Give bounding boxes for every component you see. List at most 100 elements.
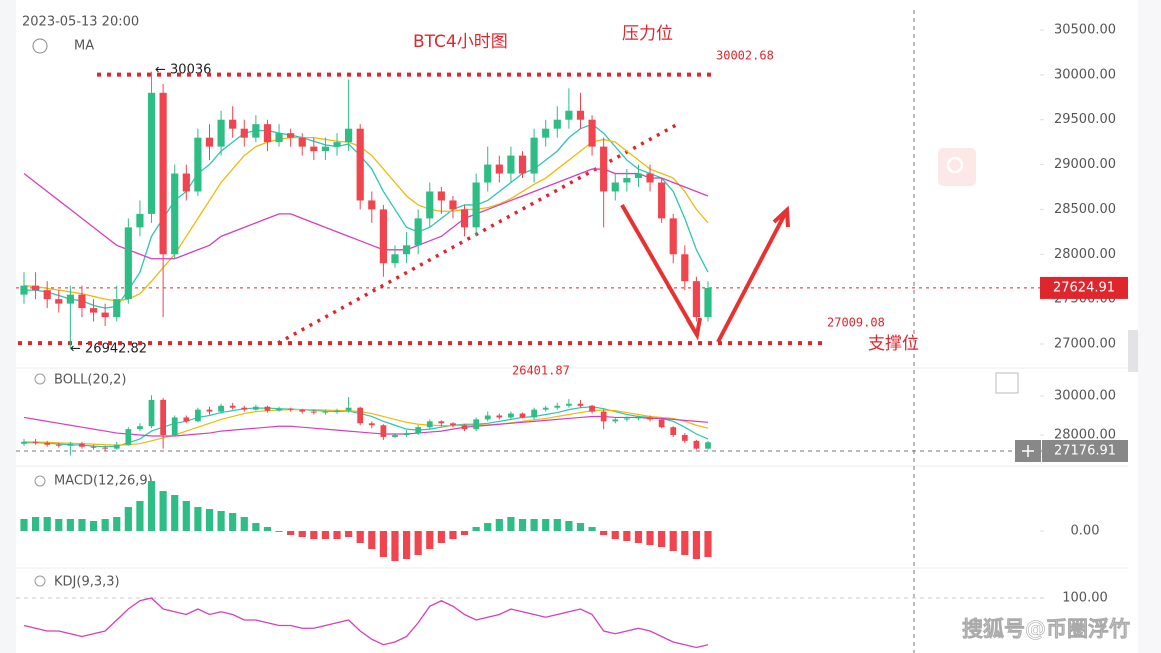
candle-body bbox=[704, 287, 712, 318]
candle-body bbox=[136, 213, 144, 228]
y-tick-label: 28000.00 bbox=[1054, 247, 1116, 262]
y-tick-label: 100.00 bbox=[1062, 591, 1108, 606]
boll-candle-body bbox=[299, 409, 306, 412]
boll-candle-body bbox=[44, 442, 51, 445]
candle-body bbox=[194, 137, 202, 192]
macd-bar bbox=[553, 519, 561, 531]
boll-candle-body bbox=[670, 427, 677, 435]
candle-body bbox=[159, 92, 167, 255]
candle-body bbox=[530, 137, 538, 174]
boll-candle-body bbox=[392, 434, 398, 437]
boll-candle-body bbox=[542, 407, 549, 410]
boll-candle-body bbox=[623, 418, 630, 420]
boll-candle-body bbox=[148, 399, 155, 427]
macd-bar bbox=[692, 531, 701, 559]
macd-bar bbox=[530, 519, 538, 531]
candle-body bbox=[484, 164, 492, 183]
cursor-price-box bbox=[1042, 440, 1128, 462]
boll-candle-body bbox=[461, 425, 468, 430]
candle-body bbox=[658, 182, 666, 219]
macd-bar bbox=[507, 517, 515, 531]
expand-button[interactable] bbox=[995, 372, 1019, 394]
candle-body bbox=[31, 285, 40, 291]
y-tick-label: 29500.00 bbox=[1054, 112, 1116, 127]
candle-body bbox=[634, 173, 643, 179]
boll-candle-body bbox=[90, 446, 97, 448]
macd-bar bbox=[124, 507, 132, 531]
candle-body bbox=[275, 133, 283, 143]
boll-candle-body bbox=[160, 399, 166, 435]
macd-bar bbox=[55, 519, 63, 531]
candle-body bbox=[124, 227, 132, 300]
boll-candle-body bbox=[635, 417, 642, 419]
macd-bar bbox=[402, 531, 411, 559]
y-tick-label: 30500.00 bbox=[1054, 23, 1116, 38]
candle-body bbox=[252, 124, 260, 138]
boll-candle-body bbox=[589, 405, 595, 412]
macd-bar bbox=[681, 531, 689, 555]
candle-body bbox=[78, 294, 86, 309]
boll-candle-body bbox=[519, 413, 526, 418]
last-price: 27624.91 bbox=[1053, 280, 1115, 295]
candle-body bbox=[321, 146, 330, 152]
boll-candle-body bbox=[600, 411, 607, 422]
candle-body bbox=[310, 146, 318, 152]
macd-bar bbox=[345, 531, 353, 537]
candle-body bbox=[414, 218, 422, 246]
boll-candle-body bbox=[195, 409, 201, 422]
boll-candle-body bbox=[67, 443, 74, 446]
collapse-icon[interactable] bbox=[32, 38, 48, 54]
boll-candle-body bbox=[21, 441, 27, 444]
hidden-low: 26401.87 bbox=[512, 364, 570, 378]
macd-bar bbox=[449, 531, 457, 539]
candle-body bbox=[437, 191, 445, 201]
boll-candle-body bbox=[137, 426, 143, 430]
boll-candle-body bbox=[681, 434, 688, 441]
boll-candle-body bbox=[102, 447, 109, 449]
macd-bar bbox=[252, 523, 260, 531]
candle-body bbox=[66, 294, 74, 304]
macd-bar bbox=[484, 523, 492, 531]
candle-body bbox=[263, 124, 272, 143]
candle-body bbox=[55, 299, 63, 304]
boll-candle-body bbox=[554, 405, 561, 408]
boll-candle-body bbox=[403, 433, 410, 435]
ma-line bbox=[23, 168, 709, 260]
macd-bar bbox=[495, 519, 503, 531]
macd-bar bbox=[321, 531, 330, 539]
macd-bar bbox=[565, 521, 573, 531]
macd-bar bbox=[43, 517, 51, 531]
high-marker: ← 30036 bbox=[155, 63, 211, 78]
candle-body bbox=[449, 200, 457, 210]
candle-body bbox=[379, 209, 387, 264]
cursor-price: 27176.91 bbox=[1054, 444, 1116, 459]
y-tick-label: 0.00 bbox=[1071, 524, 1100, 539]
macd-bar bbox=[576, 523, 585, 531]
boll-candle-body bbox=[113, 444, 120, 449]
resistance-value: 30002.68 bbox=[716, 49, 774, 63]
boll-candle-body bbox=[334, 410, 340, 412]
boll-candle-body bbox=[357, 407, 364, 424]
boll-candle-body bbox=[647, 417, 653, 420]
search-icon bbox=[946, 156, 964, 174]
boll-candle-body bbox=[508, 413, 514, 418]
indicator-label: MA bbox=[74, 39, 94, 54]
macd-bar bbox=[194, 507, 202, 531]
boll-candle-body bbox=[450, 423, 456, 426]
boll-candle-body bbox=[264, 406, 271, 411]
macd-bar bbox=[89, 521, 98, 531]
candle-body bbox=[89, 308, 98, 313]
candle-body bbox=[507, 155, 515, 174]
candle-body bbox=[518, 155, 527, 174]
macd-bar bbox=[669, 531, 677, 551]
search-button[interactable] bbox=[938, 148, 976, 186]
macd-bar bbox=[113, 517, 121, 531]
scroll-handle[interactable] bbox=[1128, 330, 1138, 372]
bell-icon bbox=[34, 475, 46, 487]
candle-body bbox=[20, 285, 28, 295]
kdj-label: KDJ(9,3,3) bbox=[54, 575, 120, 590]
y-tick-label: 28500.00 bbox=[1054, 202, 1116, 217]
y-tick-label: 27000.00 bbox=[1054, 336, 1116, 351]
